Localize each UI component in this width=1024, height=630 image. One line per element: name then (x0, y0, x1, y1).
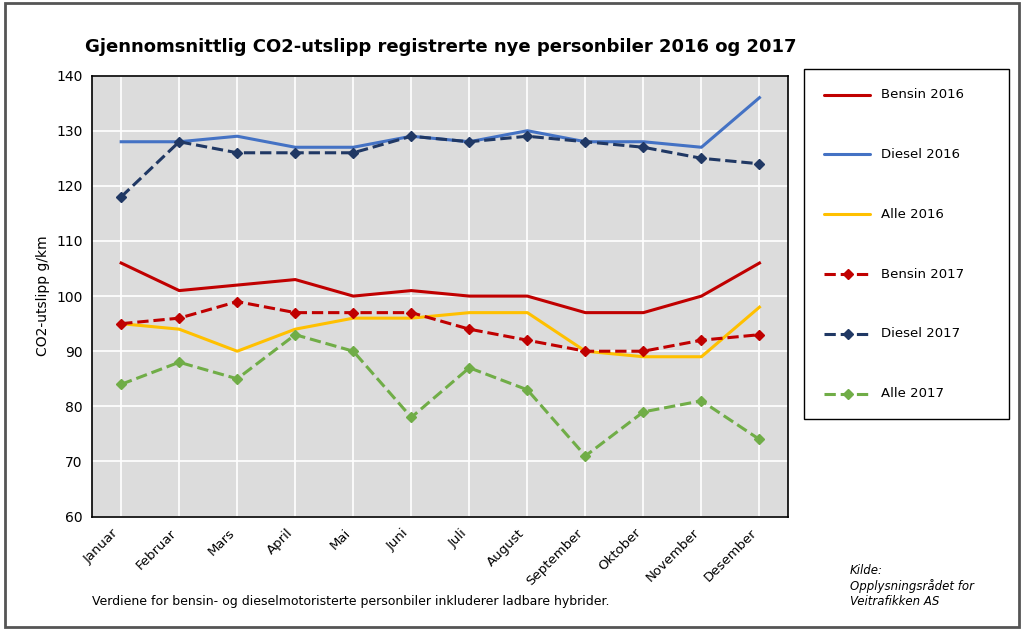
Diesel 2016 (173, 138, 185, 146)
Bensin 2017 (289, 309, 301, 316)
Alle 2017 (637, 408, 649, 416)
Diesel 2017 (231, 149, 244, 156)
Line: Alle 2017: Alle 2017 (118, 331, 763, 459)
Alle 2017 (347, 348, 359, 355)
Alle 2016 (521, 309, 534, 316)
Diesel 2017 (637, 144, 649, 151)
Alle 2016 (580, 348, 592, 355)
Alle 2016 (637, 353, 649, 360)
Diesel 2017 (289, 149, 301, 156)
Bensin 2016 (463, 292, 475, 300)
Alle 2016 (463, 309, 475, 316)
Text: Alle 2017: Alle 2017 (881, 387, 944, 400)
Diesel 2016 (406, 132, 418, 140)
Text: Diesel 2016: Diesel 2016 (881, 148, 959, 161)
Bensin 2016 (695, 292, 708, 300)
Diesel 2017 (580, 138, 592, 146)
Text: Bensin 2016: Bensin 2016 (881, 88, 964, 101)
Diesel 2016 (231, 132, 244, 140)
Bensin 2016 (115, 260, 127, 267)
Alle 2016 (231, 348, 244, 355)
Alle 2017 (521, 386, 534, 394)
Text: Alle 2016: Alle 2016 (881, 208, 943, 220)
Alle 2017 (695, 397, 708, 404)
Text: Bensin 2016: Bensin 2016 (886, 88, 969, 101)
Alle 2016 (406, 314, 418, 322)
Bensin 2017 (695, 336, 708, 344)
Alle 2016 (115, 320, 127, 328)
Diesel 2017 (173, 138, 185, 146)
Alle 2016 (695, 353, 708, 360)
Bensin 2017 (115, 320, 127, 328)
Y-axis label: CO2-utslipp g/km: CO2-utslipp g/km (37, 236, 50, 357)
Bensin 2016 (521, 292, 534, 300)
Alle 2016 (754, 304, 766, 311)
Text: Bensin 2017: Bensin 2017 (886, 268, 969, 280)
Alle 2017 (754, 436, 766, 444)
Diesel 2017 (695, 154, 708, 162)
Diesel 2017 (115, 193, 127, 200)
Text: Alle 2016: Alle 2016 (886, 208, 948, 220)
Bensin 2016 (231, 282, 244, 289)
Diesel 2017 (406, 132, 418, 140)
Alle 2016 (347, 314, 359, 322)
Diesel 2016 (289, 144, 301, 151)
Text: Alle 2017: Alle 2017 (886, 387, 949, 400)
Alle 2017 (580, 452, 592, 460)
Diesel 2016 (347, 144, 359, 151)
Bensin 2017 (463, 325, 475, 333)
Diesel 2017 (521, 132, 534, 140)
Bensin 2017 (347, 309, 359, 316)
Bensin 2017 (754, 331, 766, 338)
Diesel 2016 (521, 127, 534, 135)
Diesel 2016 (637, 138, 649, 146)
Alle 2017 (231, 375, 244, 382)
Bensin 2016 (754, 260, 766, 267)
Alle 2017 (406, 413, 418, 421)
Bensin 2016 (173, 287, 185, 294)
Bensin 2017 (637, 348, 649, 355)
Diesel 2016 (695, 144, 708, 151)
Bensin 2017 (406, 309, 418, 316)
Bensin 2016 (580, 309, 592, 316)
Line: Bensin 2017: Bensin 2017 (118, 298, 763, 355)
Line: Alle 2016: Alle 2016 (121, 307, 760, 357)
Bensin 2017 (521, 336, 534, 344)
Diesel 2016 (754, 94, 766, 101)
Bensin 2017 (173, 314, 185, 322)
Text: Bensin 2017: Bensin 2017 (881, 268, 964, 280)
Diesel 2017 (347, 149, 359, 156)
Line: Diesel 2016: Diesel 2016 (121, 98, 760, 147)
Diesel 2016 (580, 138, 592, 146)
Bensin 2017 (231, 298, 244, 306)
Alle 2017 (463, 364, 475, 372)
Alle 2017 (115, 381, 127, 388)
Bensin 2016 (347, 292, 359, 300)
Diesel 2017 (463, 138, 475, 146)
Alle 2016 (289, 325, 301, 333)
Alle 2017 (289, 331, 301, 338)
Diesel 2016 (115, 138, 127, 146)
Bensin 2016 (637, 309, 649, 316)
Text: Verdiene for bensin- og dieselmotoristerte personbiler inkluderer ladbare hybrid: Verdiene for bensin- og dieselmotorister… (92, 595, 609, 608)
Alle 2016 (173, 325, 185, 333)
Diesel 2016 (463, 138, 475, 146)
Bensin 2017 (580, 348, 592, 355)
Line: Bensin 2016: Bensin 2016 (121, 263, 760, 312)
Text: Gjennomsnittlig CO2-utslipp registrerte nye personbiler 2016 og 2017: Gjennomsnittlig CO2-utslipp registrerte … (85, 38, 796, 56)
Text: Kilde:
Opplysningsrådet for
Veitrafikken AS: Kilde: Opplysningsrådet for Veitrafikken… (850, 564, 974, 608)
Bensin 2016 (406, 287, 418, 294)
Alle 2017 (173, 358, 185, 366)
Text: Diesel 2017: Diesel 2017 (886, 328, 965, 340)
Text: Diesel 2017: Diesel 2017 (881, 328, 959, 340)
Diesel 2017 (754, 160, 766, 168)
Bensin 2016 (289, 276, 301, 284)
Line: Diesel 2017: Diesel 2017 (118, 133, 763, 200)
Text: Diesel 2016: Diesel 2016 (886, 148, 965, 161)
